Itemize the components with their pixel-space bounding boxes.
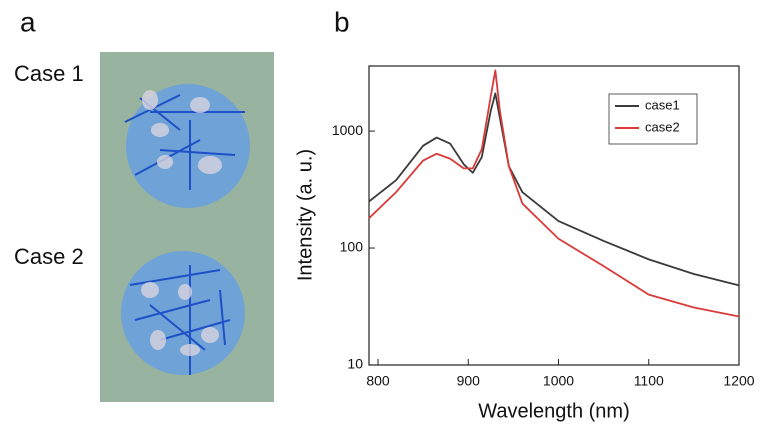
panel-label: a: [20, 6, 36, 37]
x-tick-label: 1200: [723, 373, 754, 389]
panel-label: b: [334, 6, 350, 37]
x-tick-label: 1100: [634, 373, 664, 389]
scatterers: [141, 90, 222, 356]
y-axis-title: Intensity (a. u.): [294, 149, 316, 281]
series-line: [368, 69, 740, 318]
y-tick-label: 10: [347, 356, 363, 372]
legend-label: case1: [645, 97, 680, 112]
x-tick-label: 800: [366, 373, 390, 389]
legend-box: [608, 93, 698, 145]
plot-frame: [368, 65, 740, 366]
case-label: Case 2: [14, 244, 84, 269]
y-tick-label: 1000: [332, 122, 363, 138]
case-label: Case 1: [14, 61, 84, 86]
x-tick-label: 1000: [543, 373, 574, 389]
particle: [121, 251, 245, 375]
legend-label: case2: [645, 119, 680, 134]
series-line: [368, 92, 740, 287]
x-tick-label: 900: [457, 373, 481, 389]
x-axis-title: Wavelength (nm): [478, 400, 630, 422]
y-tick-label: 100: [340, 239, 364, 255]
